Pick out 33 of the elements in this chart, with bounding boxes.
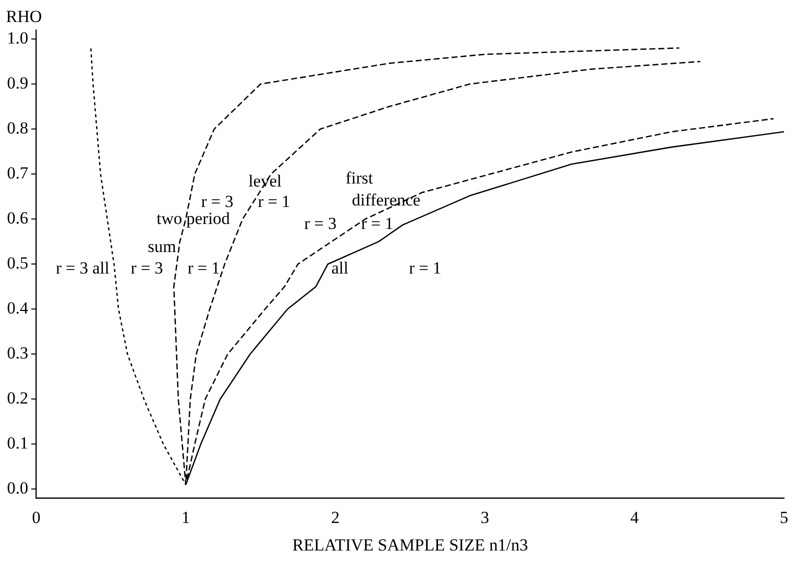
- annotation: r = 1: [408, 258, 442, 278]
- annotation: r = 3: [201, 192, 234, 211]
- annotation: first: [346, 168, 374, 188]
- x-tick-label: 3: [480, 508, 490, 527]
- y-axis-title: RHO: [6, 6, 42, 26]
- y-tick-label: 0.1: [7, 434, 28, 453]
- annotation: r = 3 all: [56, 258, 110, 278]
- x-axis-title: RELATIVE SAMPLE SIZE n1/n3: [292, 535, 528, 554]
- x-tick-label: 5: [780, 508, 788, 527]
- annotation: r = 1: [258, 192, 290, 211]
- annotation: two period: [156, 209, 230, 228]
- x-tick-label: 4: [630, 508, 640, 527]
- annotation: r = 1: [188, 258, 220, 278]
- y-tick-label: 0.9: [7, 73, 28, 92]
- y-tick-label: 0.5: [7, 254, 28, 273]
- annotation: difference: [352, 190, 420, 210]
- x-tick-label: 1: [182, 508, 190, 527]
- y-tick-label: 0.4: [7, 298, 29, 318]
- y-tick-label: 0.6: [7, 208, 28, 228]
- annotation: all: [331, 258, 349, 278]
- y-tick-label: 0.8: [7, 118, 28, 138]
- annotation: r = 3: [130, 258, 164, 278]
- annotation: sum: [148, 237, 176, 256]
- y-tick-label: 0.0: [7, 478, 28, 498]
- annotation: r = 3: [304, 214, 337, 233]
- x-tick-label: 0: [32, 508, 40, 527]
- annotation: r = 1: [361, 214, 394, 233]
- y-tick-label: 0.2: [7, 388, 28, 408]
- y-tick-label: 0.7: [7, 164, 29, 183]
- y-tick-label: 0.3: [7, 344, 28, 363]
- x-tick-label: 2: [331, 508, 340, 527]
- y-tick-label: 1.0: [7, 28, 28, 48]
- annotation: level: [248, 172, 282, 191]
